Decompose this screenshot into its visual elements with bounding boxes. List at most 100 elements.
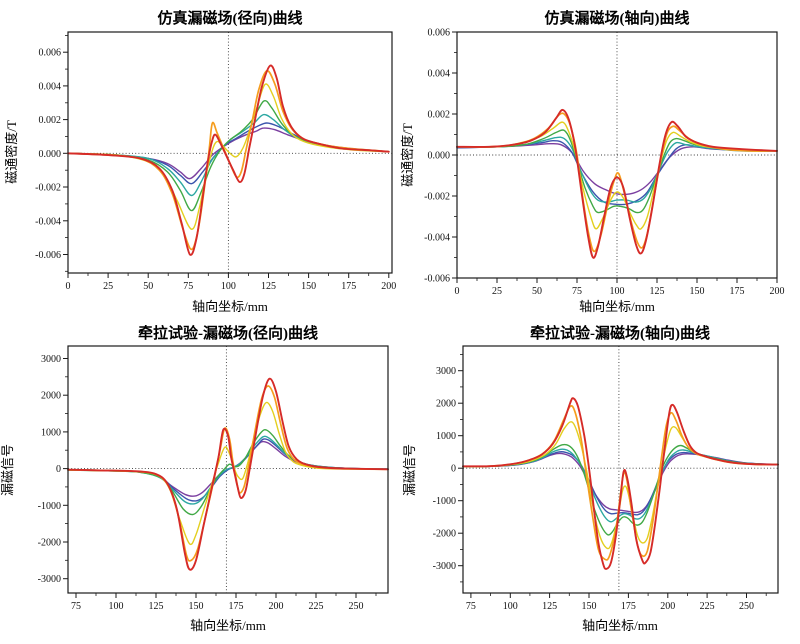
y-tick-label: -0.004 [35,216,61,227]
series-line-teal [456,136,778,203]
series-line-yellow [67,401,389,546]
y-tick-label: -3000 [38,574,61,585]
series-line-green [67,429,389,516]
y-tick-label: 2000 [436,399,456,410]
y-axis-label: 磁通密度/T [400,123,415,187]
chart-test-radial: 牵拉试验-漏磁场(径向)曲线 轴向坐标/mm 漏磁信号 75 100 125 150 1… [0,322,400,644]
series-line-green [456,129,778,214]
y-tick-label: -2000 [38,538,61,549]
y-tick-label: -3000 [433,561,456,572]
y-tick-label: 1000 [41,427,61,438]
x-tick-label: 175 [621,601,636,612]
x-axis-label: 轴向坐标/mm [190,618,266,633]
y-tick-label: 3000 [41,354,61,365]
x-tick-label: 200 [770,286,785,297]
x-tick-label: 200 [269,601,284,612]
series-line-red [456,108,778,259]
x-tick-label: 250 [349,601,364,612]
y-tick-label: 0.006 [428,28,451,39]
x-tick-label: 175 [730,286,745,297]
plot-border [67,31,393,274]
y-tick-label: -0.006 [35,250,61,261]
y-tick-label: 0.006 [39,48,62,59]
y-tick-label: 0.002 [428,110,451,121]
x-axis-label: 轴向坐标/mm [579,299,655,314]
y-tick-label: 0.000 [39,149,62,160]
series-curves [67,64,390,256]
x-tick-label: 100 [109,601,124,612]
chart-title: 仿真漏磁场(径向)曲线 [158,9,303,27]
plot-canvas-test-axial: 牵拉试验-漏磁场(轴向)曲线 轴向坐标/mm 漏磁信号 75 100 125 150 1… [402,324,779,633]
y-tick-label: -0.002 [424,192,450,203]
x-tick-label: 100 [610,286,625,297]
x-tick-label: 50 [143,281,153,292]
series-line-yellow [456,121,778,230]
x-tick-label: 250 [739,601,754,612]
x-tick-label: 50 [532,286,542,297]
x-tick-label: 25 [492,286,502,297]
x-tick-label: 0 [66,281,71,292]
series-line-yellow [67,83,390,230]
x-tick-label: 75 [572,286,582,297]
series-curves [456,108,778,259]
y-tick-label: -1000 [433,496,456,507]
chart-sim-radial: 仿真漏磁场(径向)曲线 轴向坐标/mm 磁通密度/T 0 25 50 75 100 125… [0,0,400,322]
y-axis-label: 磁通密度/T [4,120,19,184]
y-tick-label: -1000 [38,501,61,512]
x-axis-label: 轴向坐标/mm [192,299,268,314]
x-tick-label: 125 [149,601,164,612]
plot-canvas-test-radial: 牵拉试验-漏磁场(径向)曲线 轴向坐标/mm 漏磁信号 75 100 125 150 1… [0,324,389,633]
series-curves [67,377,389,571]
x-tick-label: 100 [503,601,518,612]
y-axis-label: 漏磁信号 [402,444,417,496]
x-axis-label: 轴向坐标/mm [582,618,658,633]
y-tick-label: 1000 [436,431,456,442]
y-tick-label: -0.004 [424,233,450,244]
x-tick-label: 75 [466,601,476,612]
axes: 0 25 50 75 100 125 150 175 200 0.006 0.004 0.002 0.0… [424,28,784,298]
x-tick-label: 150 [690,286,705,297]
x-tick-label: 225 [700,601,715,612]
x-tick-label: 0 [455,286,460,297]
series-line-orange [67,385,389,562]
series-line-red [67,64,390,256]
y-tick-label: -0.002 [35,183,61,194]
plot-border [67,345,389,594]
series-line-red [462,397,779,570]
series-line-red [67,377,389,571]
y-tick-label: 0 [451,464,456,475]
x-tick-label: 75 [71,601,81,612]
x-tick-label: 125 [261,281,276,292]
x-tick-label: 150 [189,601,204,612]
x-tick-label: 75 [183,281,193,292]
series-line-green [462,443,779,536]
plot-canvas-sim-radial: 仿真漏磁场(径向)曲线 轴向坐标/mm 磁通密度/T 0 25 50 75 100 125… [4,9,396,314]
chart-title: 牵拉试验-漏磁场(径向)曲线 [138,324,318,342]
plot-border [462,345,779,594]
x-tick-label: 125 [650,286,665,297]
x-tick-label: 150 [582,601,597,612]
y-tick-label: 0.002 [39,115,62,126]
x-tick-label: 175 [229,601,244,612]
series-curves [462,397,779,570]
x-tick-label: 200 [660,601,675,612]
y-tick-label: 2000 [41,391,61,402]
x-tick-label: 125 [542,601,557,612]
y-tick-label: 0 [56,464,61,475]
series-line-orange [462,405,779,561]
series-line-yellow [462,421,779,550]
plot-canvas-sim-axial: 仿真漏磁场(轴向)曲线 轴向坐标/mm 磁通密度/T 0 25 50 75 100 125… [400,9,785,314]
series-line-purple [456,142,778,196]
x-tick-label: 100 [221,281,236,292]
y-axis-label: 漏磁信号 [0,444,15,496]
y-tick-label: 0.004 [428,69,451,80]
x-tick-label: 200 [381,281,396,292]
plot-border [456,31,778,279]
y-tick-label: 0.000 [428,151,451,162]
x-tick-label: 25 [103,281,113,292]
chart-title: 牵拉试验-漏磁场(轴向)曲线 [530,324,710,342]
y-tick-label: -2000 [433,529,456,540]
axes: 75 100 125 150 175 200 225 250 3000 2000 1000 0 -100… [433,346,778,612]
chart-title: 仿真漏磁场(轴向)曲线 [545,9,690,27]
chart-test-axial: 牵拉试验-漏磁场(轴向)曲线 轴向坐标/mm 漏磁信号 75 100 125 150 1… [400,322,800,644]
